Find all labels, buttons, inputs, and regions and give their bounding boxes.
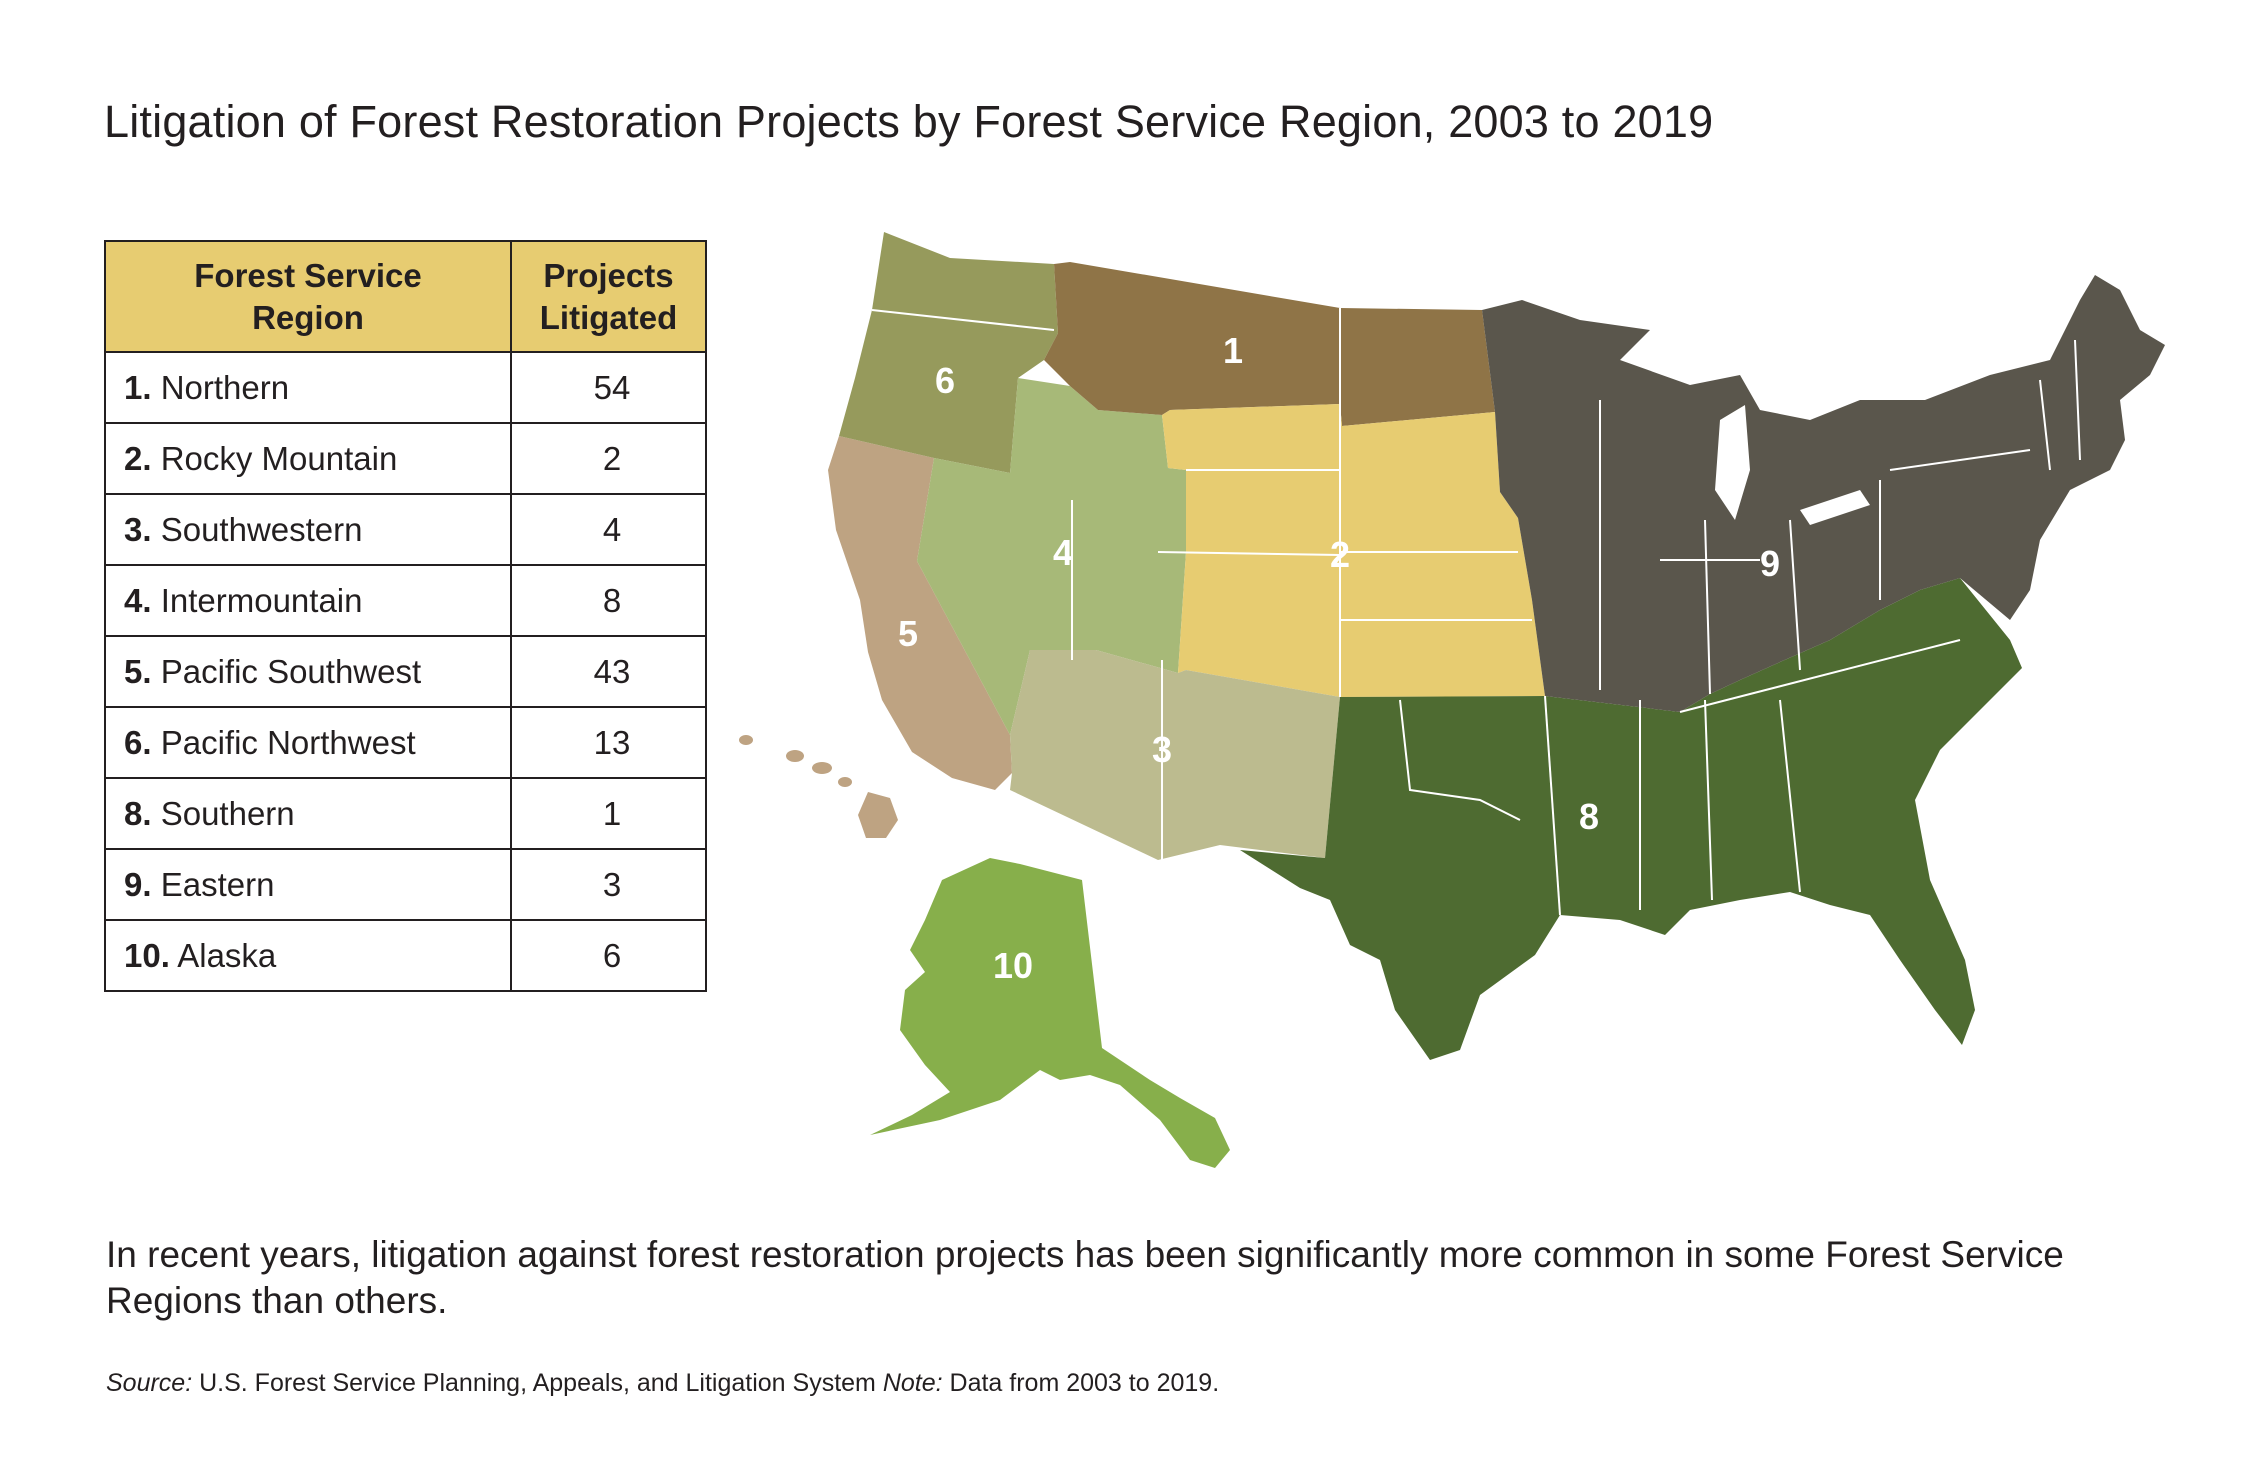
region-cell: 10. Alaska [104, 919, 512, 992]
region-number: 9. [124, 865, 152, 903]
region-number: 6. [124, 723, 152, 761]
region-number: 10. [124, 936, 170, 974]
table-row: 8. Southern 1 [104, 777, 707, 850]
table-row: 9. Eastern 3 [104, 848, 707, 921]
region-name: Rocky Mountain [160, 439, 398, 477]
region-name: Pacific Southwest [160, 652, 422, 690]
header-region: Forest Service Region [104, 240, 512, 353]
projects-count: 1 [510, 777, 707, 850]
map-label-region-1: 1 [1223, 330, 1243, 371]
table-row: 6. Pacific Northwest 13 [104, 706, 707, 779]
header-region-line2: Region [252, 298, 364, 336]
great-lakes [1640, 350, 1870, 525]
region-name: Southwestern [160, 510, 363, 548]
projects-count: 8 [510, 564, 707, 637]
projects-count: 2 [510, 422, 707, 495]
region-cell: 3. Southwestern [104, 493, 512, 566]
region-table: Forest Service Region Projects Litigated… [104, 240, 707, 992]
projects-count: 4 [510, 493, 707, 566]
header-projects-line1: Projects [543, 256, 674, 294]
region-name: Intermountain [160, 581, 363, 619]
source-text: U.S. Forest Service Planning, Appeals, a… [192, 1369, 883, 1397]
source-note: Source: U.S. Forest Service Planning, Ap… [106, 1369, 1219, 1398]
projects-count: 13 [510, 706, 707, 779]
note-text: Data from 2003 to 2019. [942, 1369, 1220, 1397]
region-8-southern [1240, 578, 2022, 1060]
region-cell: 1. Northern [104, 351, 512, 424]
region-3-southwestern [1010, 650, 1340, 860]
region-name: Southern [160, 794, 295, 832]
region-6-pacific-northwest [839, 232, 1058, 473]
region-5-hawaii [739, 735, 898, 838]
map-label-region-10: 10 [993, 945, 1033, 986]
region-1-northern [1044, 262, 1495, 426]
map-label-region-4: 4 [1053, 532, 1073, 573]
note-label: Note: [882, 1369, 943, 1397]
table-header-row: Forest Service Region Projects Litigated [104, 240, 707, 353]
projects-count: 3 [510, 848, 707, 921]
table-row: 2. Rocky Mountain 2 [104, 422, 707, 495]
projects-count: 6 [510, 919, 707, 992]
region-9-eastern [1482, 275, 2165, 712]
projects-count: 54 [510, 351, 707, 424]
map-label-region-5: 5 [898, 613, 918, 654]
region-cell: 2. Rocky Mountain [104, 422, 512, 495]
region-4-intermountain [917, 378, 1186, 735]
region-cell: 5. Pacific Southwest [104, 635, 512, 708]
region-cell: 4. Intermountain [104, 564, 512, 637]
state-boundaries [871, 308, 2081, 916]
map-label-region-3: 3 [1152, 729, 1172, 770]
chart-title: Litigation of Forest Restoration Project… [104, 96, 1714, 147]
region-number: 5. [124, 652, 152, 690]
header-projects-line2: Litigated [539, 298, 678, 336]
projects-count: 43 [510, 635, 707, 708]
region-number: 8. [124, 794, 152, 832]
region-name: Pacific Northwest [160, 723, 416, 761]
region-number: 3. [124, 510, 152, 548]
table-row: 3. Southwestern 4 [104, 493, 707, 566]
region-cell: 8. Southern [104, 777, 512, 850]
region-name: Alaska [177, 936, 277, 974]
table-row: 10. Alaska 6 [104, 919, 707, 992]
header-region-line1: Forest Service [194, 256, 422, 294]
table-row: 4. Intermountain 8 [104, 564, 707, 637]
region-name: Northern [160, 368, 290, 406]
table-row: 1. Northern 54 [104, 351, 707, 424]
table-row: 5. Pacific Southwest 43 [104, 635, 707, 708]
caption: In recent years, litigation against fore… [106, 1234, 2064, 1321]
region-5-california [828, 436, 1012, 790]
region-2-rocky-mountain [1162, 404, 1545, 697]
map-label-region-8: 8 [1579, 796, 1599, 837]
region-name: Eastern [160, 865, 275, 903]
us-region-map: 1 2 3 4 5 6 8 9 10 [739, 232, 2165, 1168]
header-projects: Projects Litigated [510, 240, 707, 353]
region-number: 2. [124, 439, 152, 477]
region-number: 4. [124, 581, 152, 619]
region-cell: 9. Eastern [104, 848, 512, 921]
map-label-region-2: 2 [1330, 534, 1350, 575]
region-number: 1. [124, 368, 152, 406]
region-cell: 6. Pacific Northwest [104, 706, 512, 779]
source-label: Source: [106, 1369, 193, 1397]
map-label-region-9: 9 [1760, 543, 1780, 584]
region-10-alaska [870, 858, 1230, 1168]
map-label-region-6: 6 [935, 360, 955, 401]
